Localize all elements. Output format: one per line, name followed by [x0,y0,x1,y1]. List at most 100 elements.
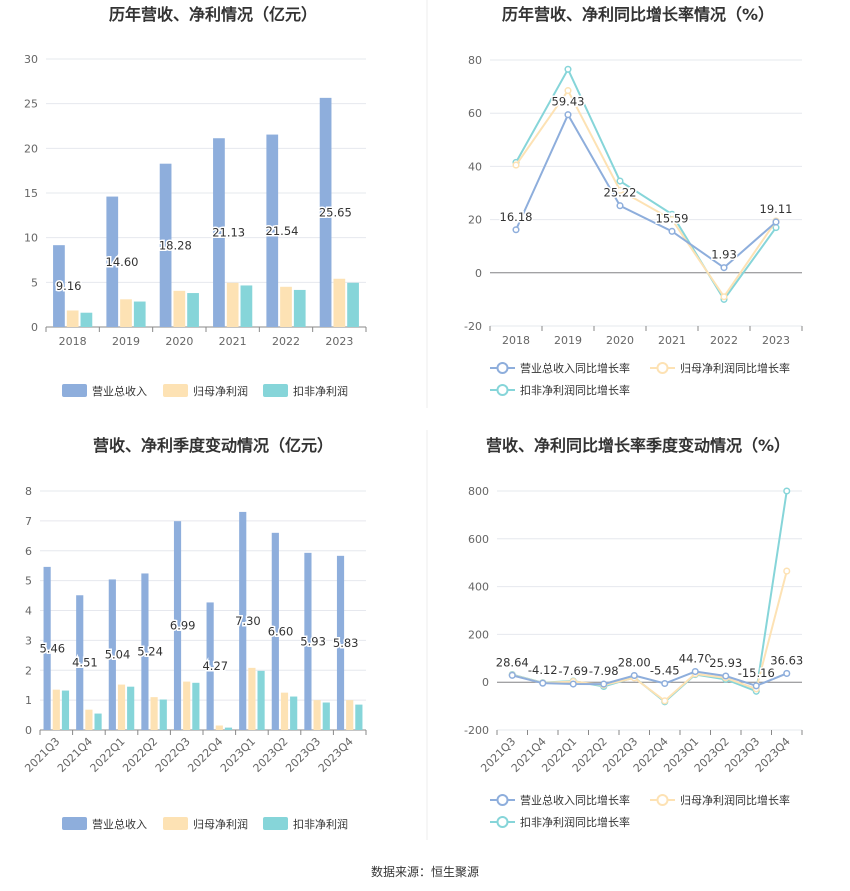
data-label: 18.28 [159,238,192,252]
x-tick-label: 2018 [502,334,530,347]
bar-revenue [239,511,247,730]
point-revenue-growth [569,680,577,688]
legend-label: 扣非净利润 [293,384,348,398]
x-tick-label: 2020 [606,334,634,347]
bar-deducted-profit [192,682,200,730]
legend-marker [496,362,509,374]
line-net-profit-growth [511,570,788,703]
y-tick-label: 6 [25,545,32,558]
x-tick-label: 2018 [59,335,87,348]
bar-revenue [43,566,51,730]
y-tick-label: 1 [25,694,32,707]
y-tick-label: 7 [25,515,32,528]
legend-swatch [163,817,188,830]
chart-title: 历年营收、净利同比增长率情况（%） [502,5,774,24]
data-label: 19.11 [760,202,793,216]
legend-label: 扣非净利润 [293,817,348,831]
data-label: -4.12 [528,663,558,677]
point-revenue-growth [668,227,676,235]
data-label: -7.98 [589,664,619,678]
point-revenue-growth [720,264,728,272]
data-label: 6.99 [170,619,196,633]
x-tick-label: 2020 [165,335,193,348]
x-tick-label: 2019 [554,334,582,347]
bar-deducted-profit [240,285,253,327]
legend-label: 营业总收入 [92,384,147,398]
y-tick-label: 8 [25,485,32,498]
bar-revenue [141,573,149,730]
bar-deducted-profit [159,699,167,730]
data-label: -7.69 [558,664,588,678]
data-label: 21.54 [266,224,299,238]
legend-label: 营业总收入 [92,817,147,831]
point-revenue-growth [661,679,669,688]
y-tick-label: 5 [25,575,32,588]
bar-net-profit [313,700,321,730]
point-net-profit-growth [661,697,669,705]
bar-net-profit [120,299,132,327]
data-label: 15.59 [656,211,689,225]
legend-label: 营业总收入同比增长率 [520,793,630,807]
annual-values-chart: 历年营收、净利情况（亿元） 0 5 10 15 20 25 30 2018 2019 2020 20… [24,5,367,398]
data-label: 28.00 [618,656,651,670]
data-label: 28.64 [496,655,529,669]
data-label: 59.43 [552,95,585,109]
legend-swatch [62,384,87,397]
point-revenue-growth [539,679,547,687]
data-label: 5.24 [137,645,163,659]
point-deducted-profit-growth [783,487,791,495]
y-tick-label: 60 [468,107,482,120]
legend-label: 归母净利润 [193,817,248,831]
bar-net-profit [173,290,186,327]
x-tick-label: 2023Q1 [218,735,258,775]
point-net-profit-growth [668,216,676,224]
legend-marker [496,794,509,806]
point-revenue-growth [752,682,760,690]
legend-marker [496,384,509,396]
y-tick-label: 0 [31,321,38,334]
legend-swatch [263,384,288,397]
data-label: -15.16 [738,666,775,680]
data-label: 5.83 [333,636,359,650]
point-deducted-profit-growth [616,177,624,185]
x-tick-label: 2022 [272,335,300,348]
data-label: 21.13 [212,226,245,240]
y-tick-label: 10 [24,232,38,245]
bar-deducted-profit [290,696,298,730]
x-tick-label: 2021Q3 [22,735,62,775]
data-label: 7.30 [235,614,261,628]
y-tick-label: 25 [24,98,38,111]
bar-revenue [213,138,225,327]
legend-label: 营业总收入同比增长率 [520,361,630,375]
point-net-profit-growth [720,293,728,301]
y-tick-label: 600 [468,533,489,546]
data-label: 14.60 [106,255,139,269]
bar-net-profit [248,667,256,730]
x-tick-label: 2023Q3 [283,735,323,775]
bar-net-profit [215,725,223,730]
bar-revenue [206,602,214,730]
y-tick-label: 15 [24,187,38,200]
data-label: 25.93 [709,656,742,670]
bar-revenue [173,521,182,730]
bar-revenue [304,552,312,730]
bar-revenue [159,163,172,327]
chart-title: 营收、净利季度变动情况（亿元） [93,436,333,455]
annual-growth-chart: 历年营收、净利同比增长率情况（%） -20 0 20 40 60 80 2018 2019 20… [464,5,803,397]
chart-title: 历年营收、净利情况（亿元） [109,5,317,24]
bar-revenue [266,134,279,327]
point-net-profit-growth [564,87,572,95]
bar-revenue [53,245,65,327]
bar-revenue [76,595,84,730]
point-revenue-growth [600,680,608,688]
point-revenue-growth [691,667,699,676]
x-tick-label: 2019 [112,335,140,348]
legend-marker [656,794,669,806]
data-source-note: 数据来源：恒生聚源 [371,864,479,879]
y-tick-label: 0 [25,724,32,737]
bar-deducted-profit [187,293,199,327]
bar-net-profit [280,286,292,327]
point-net-profit-growth [512,161,520,169]
point-revenue-growth [783,669,791,677]
bar-deducted-profit [355,704,363,730]
